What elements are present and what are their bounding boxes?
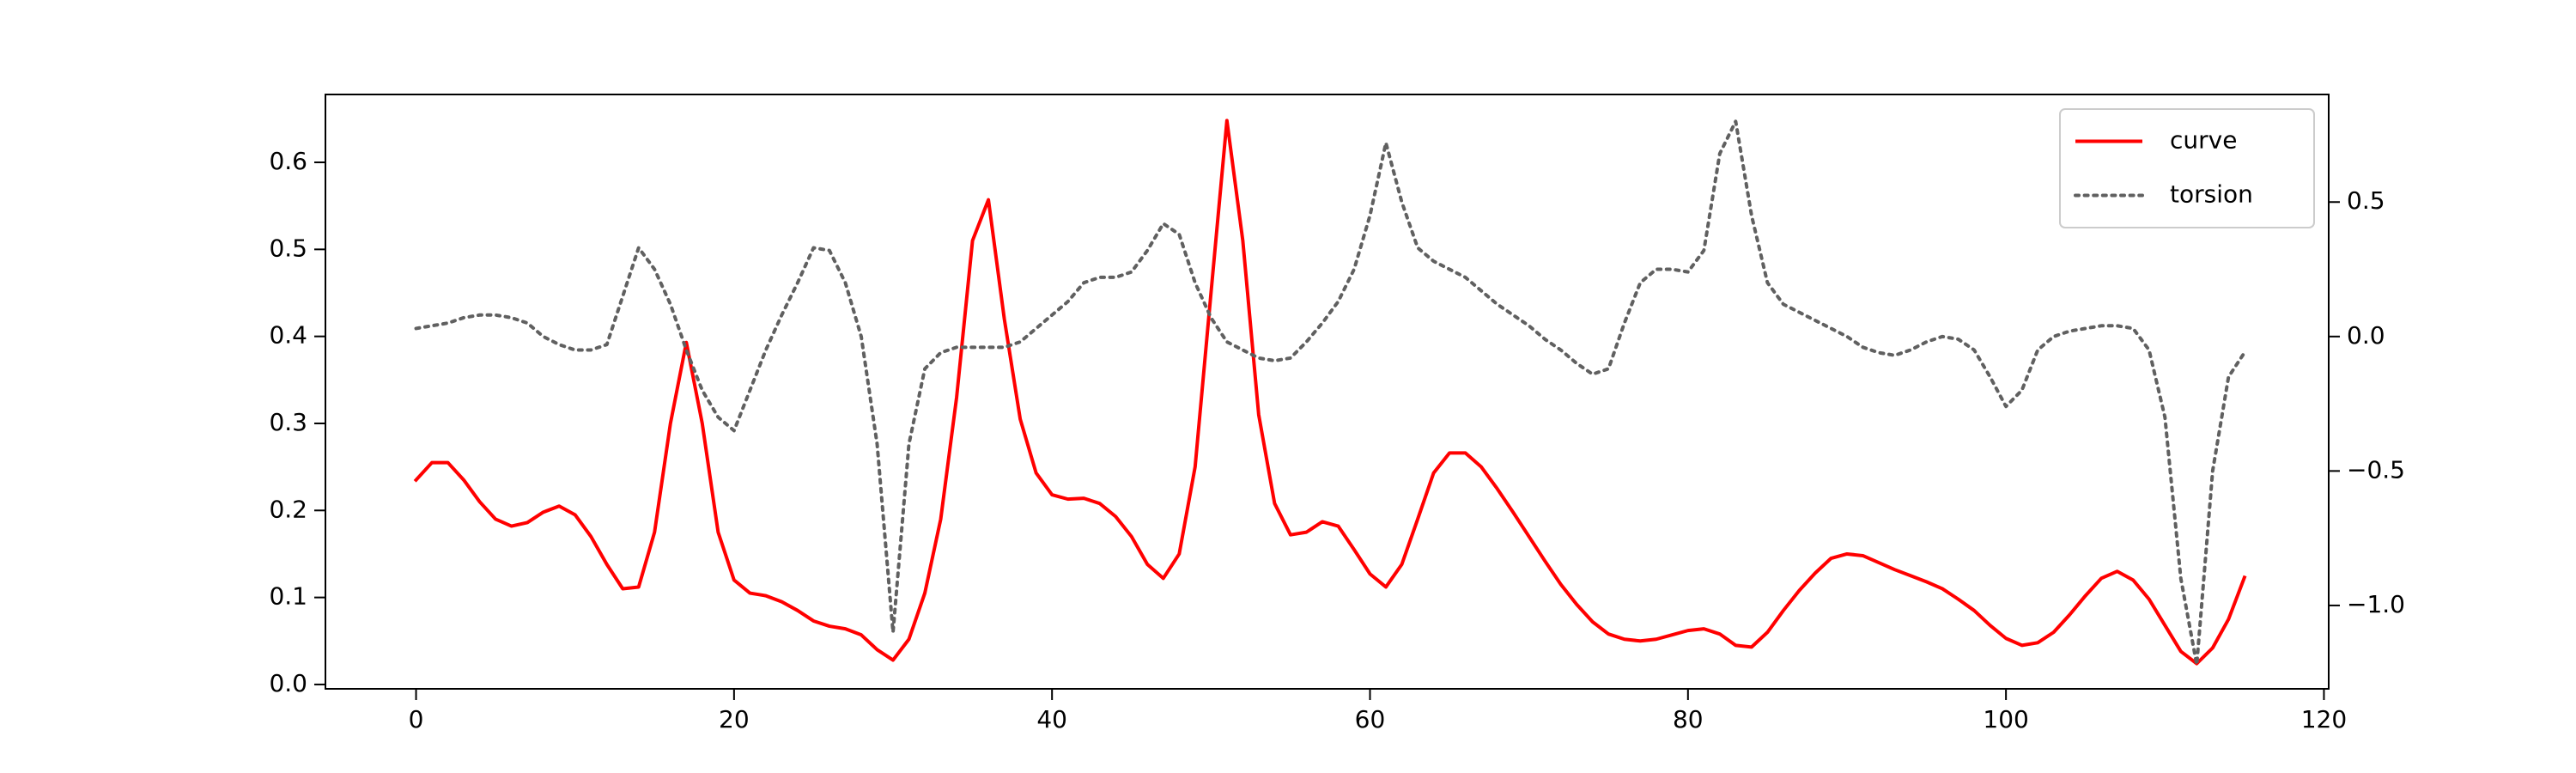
y2-tick-label: 0.5 bbox=[2347, 186, 2385, 215]
x-tick-label: 100 bbox=[1983, 705, 2028, 733]
y-tick-label: 0.4 bbox=[269, 321, 307, 350]
y-tick-label: 0.3 bbox=[269, 408, 307, 436]
y-tick-label: 0.5 bbox=[269, 234, 307, 262]
y-tick-label: 0.1 bbox=[269, 582, 307, 611]
x-tick-label: 40 bbox=[1036, 705, 1067, 733]
x-tick-label: 120 bbox=[2301, 705, 2347, 733]
line-torsion bbox=[414, 119, 2246, 666]
legend-label: curve bbox=[2170, 126, 2237, 155]
y2-tick-label: 0.0 bbox=[2347, 321, 2385, 350]
y2-tick-label: −0.5 bbox=[2347, 455, 2405, 484]
x-tick-label: 60 bbox=[1355, 705, 1386, 733]
axes-frame bbox=[325, 94, 2330, 690]
y2-tick-label: −1.0 bbox=[2347, 590, 2405, 618]
legend-label: torsion bbox=[2170, 180, 2253, 209]
legend-box bbox=[2059, 108, 2315, 228]
x-tick-label: 80 bbox=[1673, 705, 1704, 733]
x-tick-label: 0 bbox=[409, 705, 424, 733]
y-tick-label: 0.6 bbox=[269, 147, 307, 175]
line-curve bbox=[413, 119, 2247, 666]
y-tick-label: 0.0 bbox=[269, 669, 307, 697]
y-tick-label: 0.2 bbox=[269, 495, 307, 523]
x-tick-label: 20 bbox=[719, 705, 750, 733]
